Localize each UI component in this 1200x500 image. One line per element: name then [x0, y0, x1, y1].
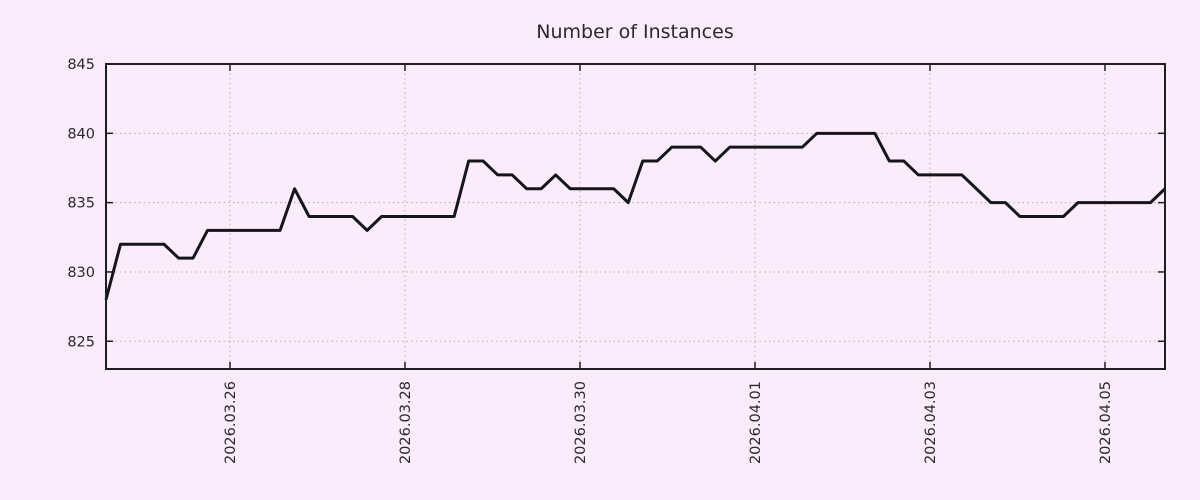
y-tick-label: 845 [67, 57, 95, 73]
y-tick-label: 840 [67, 126, 95, 142]
series-layer [104, 131, 1167, 301]
plot-border [105, 63, 1166, 370]
axis-layer [105, 63, 1166, 370]
chart-title: Number of Instances [536, 21, 733, 43]
x-tick-label: 2026.03.26 [223, 381, 239, 464]
x-tick-label: 2026.04.03 [923, 381, 939, 464]
axis-label-layer: 825 830 835 840 845 2026.03.26 2026.03.28 2026.… [67, 57, 1114, 464]
y-tick-label: 830 [67, 265, 95, 281]
y-tick-label: 835 [67, 196, 95, 212]
x-tick-label: 2026.03.28 [398, 381, 414, 464]
y-tick-label: 825 [67, 334, 95, 350]
x-tick-label: 2026.04.01 [748, 381, 764, 464]
instances-series-line [104, 131, 1167, 301]
x-tick-label: 2026.03.30 [573, 381, 589, 464]
x-tick-label: 2026.04.05 [1098, 381, 1114, 464]
grid-layer [106, 64, 1165, 369]
